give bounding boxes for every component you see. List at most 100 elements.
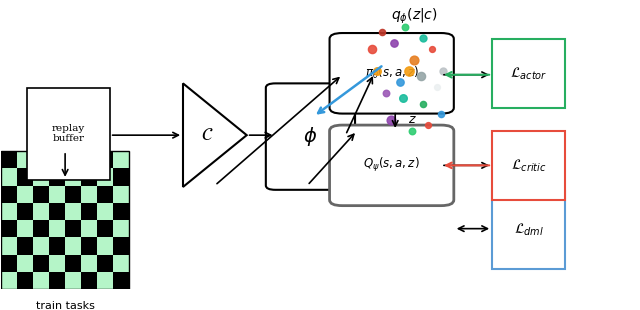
Point [395,79,405,84]
Point [436,112,447,117]
FancyBboxPatch shape [27,88,109,180]
Bar [97,185,113,203]
Point [386,117,396,122]
Bar [97,168,113,185]
FancyBboxPatch shape [492,191,565,269]
Bar [81,185,97,203]
Point [427,46,437,51]
Bar [49,203,65,220]
Bar [1,151,17,168]
Bar [17,255,33,272]
Bar [49,237,65,255]
FancyBboxPatch shape [330,125,454,206]
Point [399,24,410,29]
Bar [65,151,81,168]
Point [381,90,391,95]
Point [397,95,408,100]
Bar [1,151,129,289]
Bar [33,237,49,255]
Bar [33,185,49,203]
Point [407,128,417,133]
Bar [81,220,97,237]
Bar [17,151,33,168]
Point [409,57,419,62]
Point [367,46,378,51]
Bar [33,168,49,185]
Bar [113,272,129,289]
Bar [81,151,97,168]
Bar [81,168,97,185]
Bar [81,203,97,220]
Bar [113,237,129,255]
Bar [1,237,17,255]
Bar [17,220,33,237]
Bar [97,203,113,220]
Bar [1,220,17,237]
Bar [49,255,65,272]
Bar [33,220,49,237]
Point [422,123,433,128]
Bar [17,237,33,255]
FancyBboxPatch shape [330,33,454,113]
Bar [49,168,65,185]
Bar [65,203,81,220]
Bar [65,185,81,203]
FancyBboxPatch shape [266,83,355,190]
Bar [17,185,33,203]
Text: $q_\phi(z|c)$: $q_\phi(z|c)$ [391,7,438,26]
Bar [97,272,113,289]
Text: $\phi$: $\phi$ [303,125,317,148]
Bar [65,255,81,272]
Bar [1,203,17,220]
Bar [49,151,65,168]
Point [388,41,399,46]
Bar [97,255,113,272]
Text: $\mathcal{L}_{actor}$: $\mathcal{L}_{actor}$ [510,65,547,82]
Bar [65,220,81,237]
Bar [17,168,33,185]
Bar [1,168,17,185]
Text: $\mathcal{L}_{dml}$: $\mathcal{L}_{dml}$ [514,222,544,238]
Bar [65,272,81,289]
Bar [17,272,33,289]
Bar [97,151,113,168]
Point [418,35,428,40]
Bar [33,272,49,289]
Bar [113,185,129,203]
Bar [33,203,49,220]
Point [438,68,449,73]
Point [404,68,414,73]
Bar [1,255,17,272]
Point [418,101,428,106]
Text: train tasks: train tasks [36,301,95,310]
Bar [113,203,129,220]
Text: $z$: $z$ [408,113,417,126]
Bar [81,272,97,289]
Bar [17,203,33,220]
FancyBboxPatch shape [492,39,565,108]
Point [432,85,442,90]
Text: $\mathcal{L}_{critic}$: $\mathcal{L}_{critic}$ [511,157,547,174]
Bar [113,151,129,168]
Bar [97,237,113,255]
Bar [65,237,81,255]
Bar [49,220,65,237]
Bar [113,220,129,237]
Bar [33,151,49,168]
Bar [1,272,17,289]
Bar [113,168,129,185]
Bar [49,272,65,289]
Bar [97,220,113,237]
Bar [1,185,17,203]
Point [376,30,387,35]
Bar [33,255,49,272]
FancyBboxPatch shape [492,131,565,200]
Point [416,74,426,79]
Bar [49,185,65,203]
Text: $\pi_\theta(s,a,z)$: $\pi_\theta(s,a,z)$ [365,65,419,81]
Bar [113,255,129,272]
Bar [81,255,97,272]
Point [372,68,382,73]
Bar [65,168,81,185]
Text: $Q_\psi(s,a,z)$: $Q_\psi(s,a,z)$ [364,156,420,174]
